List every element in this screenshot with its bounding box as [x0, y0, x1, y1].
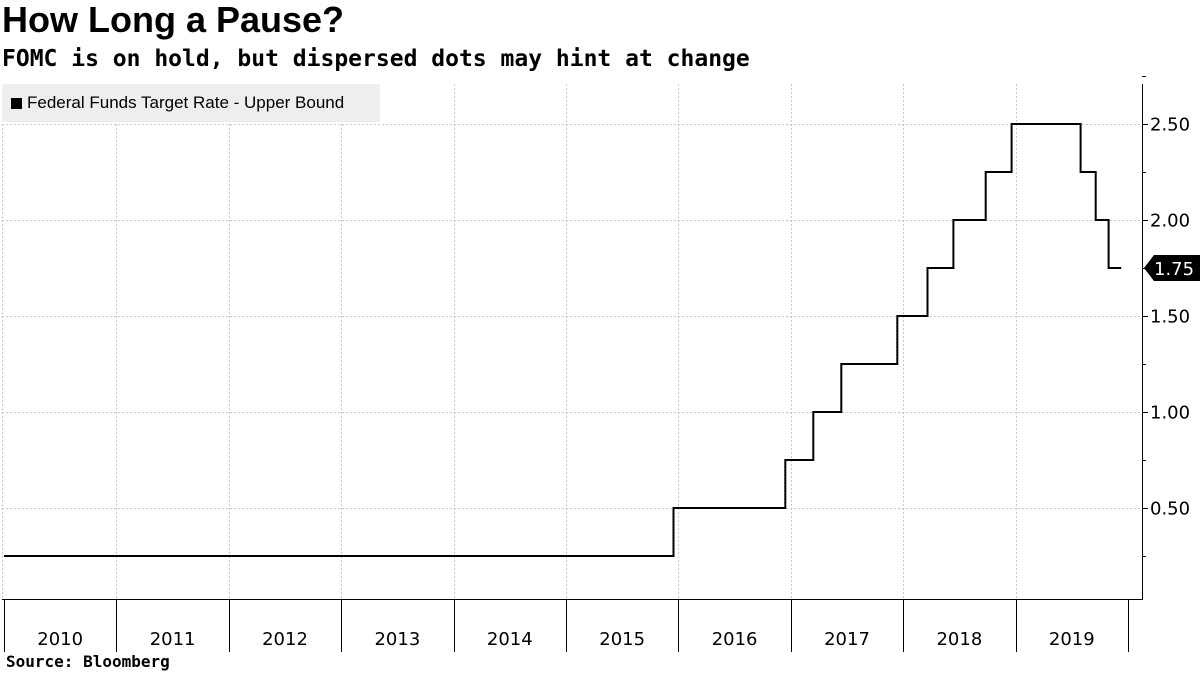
source-note: Source: Bloomberg — [6, 652, 170, 671]
legend-swatch — [11, 97, 22, 109]
y-tick-label: 1.00 — [1150, 403, 1190, 424]
last-value-label: 1.75 — [1154, 259, 1194, 280]
legend-label: Federal Funds Target Rate - Upper Bound — [27, 93, 345, 112]
x-tick-label: 2019 — [1049, 629, 1095, 650]
x-tick-label: 2015 — [599, 629, 645, 650]
x-tick-label: 2012 — [262, 629, 308, 650]
y-tick-label: 2.00 — [1150, 211, 1190, 232]
x-tick-label: 2013 — [374, 629, 420, 650]
x-tick-label: 2018 — [936, 629, 982, 650]
x-tick-label: 2011 — [150, 629, 196, 650]
y-tick-label: 0.50 — [1150, 499, 1190, 520]
y-tick-label: 1.50 — [1150, 307, 1190, 328]
chart-title: How Long a Pause? — [2, 0, 345, 40]
series-line — [4, 123, 1122, 557]
last-value-tag — [1144, 255, 1200, 281]
y-tick-label: 2.50 — [1150, 115, 1190, 136]
x-tick-label: 2017 — [824, 629, 870, 650]
x-tick-label: 2016 — [712, 629, 758, 650]
x-tick-label: 2014 — [487, 629, 533, 650]
legend: Federal Funds Target Rate - Upper Bound — [2, 84, 380, 122]
x-tick-label: 2010 — [37, 629, 83, 650]
chart-subtitle: FOMC is on hold, but dispersed dots may … — [2, 46, 750, 72]
